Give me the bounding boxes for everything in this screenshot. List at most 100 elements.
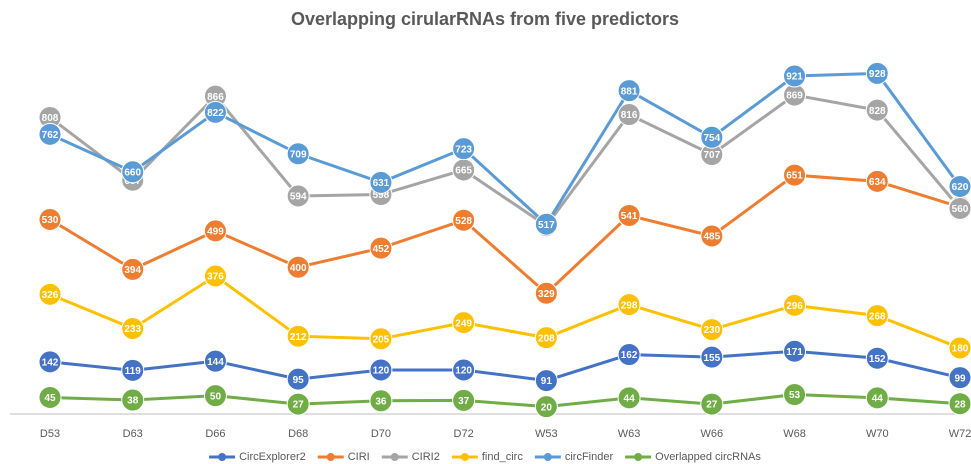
data-point bbox=[617, 293, 641, 317]
data-label: 144 bbox=[207, 357, 224, 368]
data-label: 530 bbox=[42, 215, 59, 226]
data-label: 660 bbox=[124, 167, 141, 178]
data-label: 208 bbox=[538, 333, 555, 344]
series-line bbox=[49, 93, 962, 228]
legend: CircExplorer2 CIRI CIRI2 find_circ circFinde… bbox=[209, 451, 761, 463]
data-label: 296 bbox=[786, 301, 803, 312]
data-label: 620 bbox=[952, 182, 969, 193]
legend-marker bbox=[390, 453, 399, 461]
data-point bbox=[700, 224, 724, 248]
data-point bbox=[534, 369, 558, 393]
data-label: 326 bbox=[42, 290, 59, 301]
data-label: 99 bbox=[954, 373, 966, 384]
data-label: 754 bbox=[703, 133, 720, 144]
data-point bbox=[38, 282, 62, 306]
x-tick-label: W53 bbox=[535, 428, 558, 440]
data-point bbox=[783, 163, 807, 187]
data-label: 44 bbox=[624, 393, 636, 404]
data-point bbox=[369, 358, 393, 382]
data-point bbox=[948, 392, 971, 416]
data-label: 298 bbox=[621, 300, 638, 311]
data-label: 707 bbox=[703, 150, 720, 161]
data-point bbox=[369, 236, 393, 260]
data-label: 205 bbox=[373, 334, 390, 345]
data-point bbox=[38, 385, 62, 409]
data-label: 95 bbox=[293, 375, 305, 386]
data-point bbox=[286, 392, 310, 416]
data-label: 38 bbox=[127, 396, 139, 407]
data-point bbox=[286, 255, 310, 279]
data-point bbox=[617, 79, 641, 103]
data-point bbox=[534, 281, 558, 305]
data-point bbox=[783, 383, 807, 407]
data-point bbox=[121, 388, 145, 412]
data-point bbox=[286, 367, 310, 391]
data-point bbox=[783, 293, 807, 317]
legend-label: CircExplorer2 bbox=[239, 451, 306, 463]
data-label: 152 bbox=[869, 354, 886, 365]
legend-label: CIRI2 bbox=[412, 451, 440, 463]
data-label: 928 bbox=[869, 69, 886, 80]
data-label: 394 bbox=[124, 265, 141, 276]
data-label: 808 bbox=[42, 113, 59, 124]
data-label: 119 bbox=[125, 366, 142, 377]
data-label: 560 bbox=[952, 204, 969, 215]
data-label: 162 bbox=[621, 350, 638, 361]
series-line bbox=[49, 393, 961, 409]
data-point bbox=[203, 349, 227, 373]
data-point bbox=[617, 203, 641, 227]
data-label: 452 bbox=[373, 244, 390, 255]
legend-label: Overlapped circRNAs bbox=[655, 451, 761, 463]
data-point bbox=[783, 339, 807, 363]
data-point bbox=[700, 345, 724, 369]
data-point bbox=[700, 318, 724, 342]
data-label: 828 bbox=[869, 106, 886, 117]
data-label: 120 bbox=[373, 366, 390, 377]
data-label: 528 bbox=[455, 216, 472, 227]
series-line bbox=[49, 274, 961, 350]
data-point bbox=[865, 346, 889, 370]
data-point bbox=[534, 212, 558, 236]
data-point bbox=[203, 100, 227, 124]
data-label: 709 bbox=[290, 149, 307, 160]
data-label: 866 bbox=[207, 92, 224, 103]
data-point bbox=[865, 386, 889, 410]
legend-label: circFinder bbox=[565, 451, 614, 463]
data-point bbox=[865, 61, 889, 85]
x-tick-label: D72 bbox=[454, 428, 474, 440]
x-tick-label: W68 bbox=[783, 428, 806, 440]
series-line bbox=[49, 349, 961, 383]
chart-title: Overlapping cirularRNAs from five predic… bbox=[291, 9, 679, 29]
data-label: 485 bbox=[703, 232, 720, 243]
data-label: 651 bbox=[786, 171, 803, 182]
legend-label: CIRI bbox=[348, 451, 370, 463]
data-label: 517 bbox=[538, 220, 555, 231]
data-point bbox=[865, 169, 889, 193]
data-label: 249 bbox=[455, 318, 472, 329]
data-label: 376 bbox=[207, 272, 224, 283]
data-label: 28 bbox=[954, 399, 966, 410]
x-tick-label: D68 bbox=[288, 428, 308, 440]
data-label: 233 bbox=[124, 324, 141, 335]
data-point bbox=[38, 207, 62, 231]
data-point bbox=[369, 389, 393, 413]
data-label: 230 bbox=[703, 325, 720, 336]
data-label: 723 bbox=[455, 144, 472, 155]
x-tick-label: D66 bbox=[205, 428, 225, 440]
data-point bbox=[534, 395, 558, 419]
data-label: 541 bbox=[621, 211, 638, 222]
data-point bbox=[617, 343, 641, 367]
data-label: 822 bbox=[207, 108, 224, 119]
data-point bbox=[369, 170, 393, 194]
data-point bbox=[948, 174, 971, 198]
data-label: 400 bbox=[290, 263, 307, 274]
data-point bbox=[452, 137, 476, 161]
data-label: 50 bbox=[210, 391, 222, 402]
data-label: 20 bbox=[541, 402, 553, 413]
legend-marker bbox=[326, 453, 335, 461]
data-point bbox=[38, 122, 62, 146]
series-line bbox=[49, 71, 962, 227]
data-point bbox=[452, 358, 476, 382]
data-point bbox=[948, 336, 971, 360]
